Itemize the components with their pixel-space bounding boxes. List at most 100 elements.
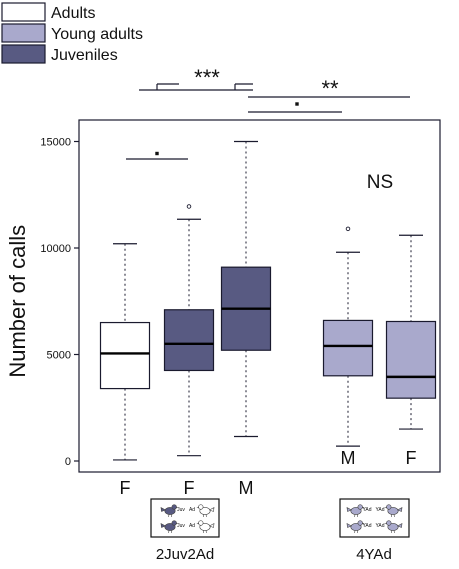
y-tick-label-2: 5000 [47,350,71,362]
bird-body [199,507,211,515]
bird-leg [354,514,356,518]
bird-icon-1 [346,504,365,518]
bird-body [199,523,211,531]
y-axis-label: Number of calls [5,225,30,378]
group-1: Juv Ad Juv Ad 2Juv2Ad [150,498,220,563]
bird-icon-1 [160,504,179,518]
bird-head [198,504,204,510]
group-2: YAd YAd YAd YAd 4YAd [339,498,410,563]
bird-tail [160,506,167,512]
bird-head [171,504,177,510]
bird-head [171,520,177,526]
box-5: F [385,234,437,468]
bird-head [386,520,392,526]
bird-tail [208,506,215,512]
icon-frame [339,498,410,538]
box-1: F [99,243,151,498]
icon-label-4: YAd [375,523,384,529]
bird-leg [393,530,395,534]
bird-body [387,507,399,515]
bird-icon-2 [384,504,403,518]
sig-label-4: ** [321,76,339,101]
bird-beak [384,522,387,524]
bird-beak [196,506,199,508]
icon-label-3: Juv [177,523,185,529]
bird-icon-4 [196,520,215,534]
bird-tail [208,522,215,528]
bird-leg [168,514,170,518]
bird-tail [396,506,403,512]
box-iqr [385,320,437,399]
box-tick-label-3: M [239,478,254,498]
icon-label-4: Ad [189,523,195,529]
box-tick-label-4: M [341,448,356,468]
outlier-1 [186,204,192,209]
legend-swatch-1 [1,2,46,22]
group-name-2: 4YAd [356,546,392,563]
bird-leg [205,530,207,534]
box-tick-label-1: F [120,478,131,498]
legend-label-2: Young adults [51,26,143,43]
bird-beak [362,522,365,524]
box-iqr [163,309,215,372]
bird-icon-3 [346,520,365,534]
bird-leg [354,530,356,534]
bird-body [164,507,176,515]
bird-body [350,507,362,515]
icon-label-2: Ad [189,507,195,513]
sig-label-1 [155,151,159,156]
legend-swatch-2 [1,23,46,43]
bird-group-yad-icon: YAd YAd YAd YAd [339,498,410,538]
bird-tail [160,522,167,528]
bird-tail [346,506,353,512]
box-3: M [220,140,272,498]
bird-body [387,523,399,531]
group-name-1: 2Juv2Ad [156,546,214,563]
legend-label-1: Adults [51,5,95,22]
bird-leg [205,514,207,518]
bird-icon-4 [384,520,403,534]
bird-group-juv-ad-icon: Juv Ad Juv Ad [150,498,220,538]
outlier-1 [345,226,351,232]
icon-label-1: YAd [362,507,371,513]
bird-beak [362,506,365,508]
group-labels: Juv Ad Juv Ad 2Juv2Ad YAd YAd YAd YAd 4YAd [150,498,410,563]
bird-head [386,504,392,510]
legend-label-3: Juveniles [51,47,118,64]
box-tick-label-5: F [406,448,417,468]
bird-leg [168,530,170,534]
y-tick-label-1: 0 [65,456,71,468]
legend-swatch-3 [1,44,46,64]
bird-icon-2 [196,504,215,518]
bird-tail [396,522,403,528]
bird-icon-3 [160,520,179,534]
legend: Adults Young adults Juveniles [1,2,143,64]
plot-frame [78,119,441,473]
box-series: F F M M F [99,140,437,498]
box-4: M [322,226,374,468]
sig-label-5: NS [367,172,393,193]
sig-label-2: *** [194,65,220,90]
box-iqr [322,319,374,377]
bird-beak [196,522,199,524]
y-tick-label-4: 15000 [40,137,71,149]
icon-label-1: Juv [177,507,185,513]
box-iqr [99,321,151,390]
bird-beak [384,506,387,508]
icon-label-2: YAd [375,507,384,513]
significance-annotations: *** **NS [126,65,410,193]
y-tick-label-3: 10000 [40,243,71,255]
sig-label-3 [295,102,299,106]
bird-body [164,523,176,531]
bird-leg [393,514,395,518]
icon-label-3: YAd [362,523,371,529]
bird-beak [176,522,179,524]
bird-tail [346,522,353,528]
icon-frame [150,498,220,538]
box-2: F [163,204,215,498]
y-axis: 0 5000 10000 15000 Number of calls [5,119,441,473]
bird-body [350,523,362,531]
bird-head [198,520,204,526]
